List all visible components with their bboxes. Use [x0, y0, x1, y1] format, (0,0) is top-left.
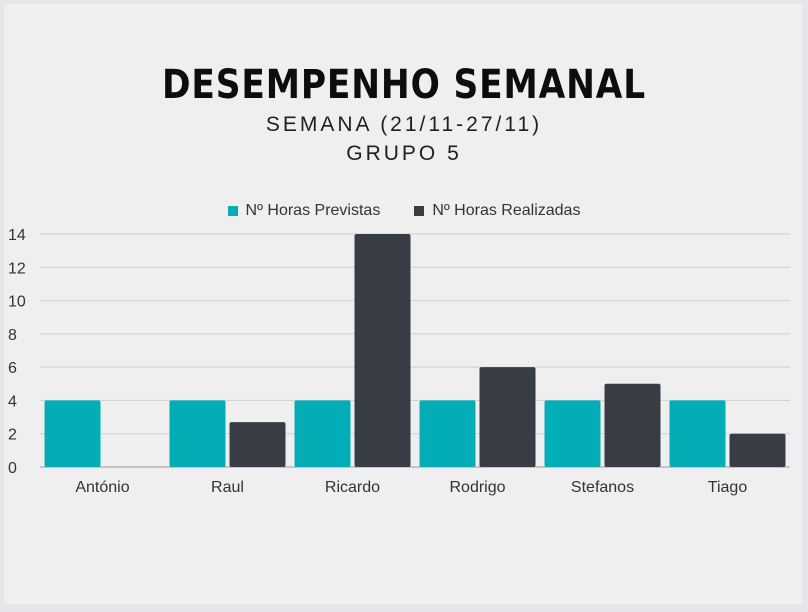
bar-previstas — [669, 400, 726, 467]
y-tick-label: 8 — [8, 327, 17, 344]
x-tick-label: Raul — [211, 479, 244, 496]
bar-previstas — [294, 400, 351, 467]
y-tick-label: 0 — [8, 460, 17, 477]
bar-previstas — [169, 400, 226, 467]
x-tick-label: Stefanos — [571, 479, 634, 496]
legend-swatch-previstas — [227, 206, 238, 216]
y-tick-label: 12 — [8, 260, 26, 277]
x-tick-label: Ricardo — [325, 479, 380, 496]
legend-label-realizadas: Nº Horas Realizadas — [432, 202, 581, 219]
bar-realizadas — [604, 383, 661, 467]
bar-realizadas — [729, 433, 786, 467]
chart-subtitle-week: SEMANA (21/11-27/11) — [265, 113, 543, 136]
legend-item-previstas: Nº Horas Previstas — [227, 202, 381, 220]
chart-title: DESEMPENHO SEMANAL — [161, 62, 647, 108]
x-tick-label: António — [75, 479, 129, 496]
bar-realizadas — [229, 422, 286, 467]
chart-subtitle-group: GRUPO 5 — [346, 142, 462, 165]
y-tick-label: 4 — [8, 393, 17, 410]
y-tick-label: 6 — [8, 360, 17, 377]
bar-previstas — [44, 400, 101, 467]
legend-swatch-realizadas — [414, 206, 425, 216]
bar-realizadas — [479, 367, 536, 467]
y-tick-label: 2 — [8, 427, 17, 444]
bar-previstas — [419, 400, 476, 467]
legend-label-previstas: Nº Horas Previstas — [245, 202, 381, 219]
bar-previstas — [544, 400, 601, 467]
chart-legend: Nº Horas Previstas Nº Horas Realizadas — [0, 202, 808, 220]
bar-realizadas — [354, 234, 411, 467]
y-tick-label: 14 — [8, 227, 26, 244]
y-tick-label: 10 — [8, 294, 26, 311]
x-tick-label: Tiago — [708, 479, 748, 496]
legend-item-realizadas: Nº Horas Realizadas — [414, 202, 580, 220]
x-tick-label: Rodrigo — [449, 479, 505, 496]
